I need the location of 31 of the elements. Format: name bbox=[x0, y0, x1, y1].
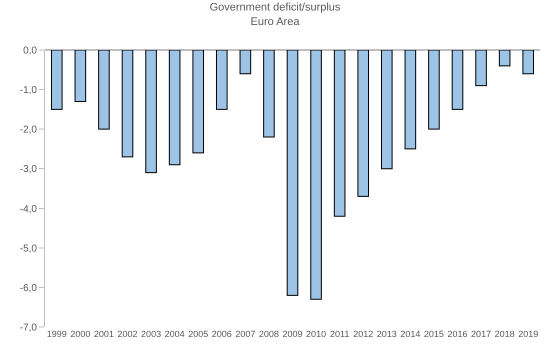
x-tick-label: 2017 bbox=[471, 329, 492, 339]
y-tick-label: -3,0 bbox=[20, 164, 38, 176]
x-tick-label: 2009 bbox=[282, 329, 303, 339]
x-tick-label: 2019 bbox=[518, 329, 538, 339]
x-tick-label: 2008 bbox=[258, 329, 279, 339]
x-tick-label: 2016 bbox=[447, 329, 468, 339]
x-tick-label: 2002 bbox=[117, 329, 138, 339]
chart-subtitle: Euro Area bbox=[250, 16, 300, 28]
x-tick-label: 2007 bbox=[235, 329, 256, 339]
x-tick-label: 2003 bbox=[141, 329, 162, 339]
x-tick-label: 2004 bbox=[164, 329, 185, 339]
x-tick-label: 2001 bbox=[94, 329, 114, 339]
x-tick-label: 2013 bbox=[376, 329, 397, 339]
y-tick-label: -6,0 bbox=[20, 282, 38, 294]
x-tick-label: 2010 bbox=[306, 329, 326, 339]
y-tick-label: -1,0 bbox=[20, 85, 38, 96]
chart-title: Government deficit/surplus bbox=[210, 2, 341, 14]
x-tick-label: 2018 bbox=[494, 329, 515, 339]
y-tick-label: -2,0 bbox=[20, 124, 38, 136]
x-tick-label: 2011 bbox=[330, 329, 350, 339]
x-tick-label: 2015 bbox=[424, 329, 444, 339]
x-tick-label: 2005 bbox=[188, 329, 208, 339]
x-tick-label: 2000 bbox=[70, 329, 90, 339]
x-tick-label: 2006 bbox=[212, 329, 232, 339]
x-tick-label: 2012 bbox=[353, 329, 374, 339]
y-tick-label: -7,0 bbox=[20, 322, 38, 334]
x-tick-label: 1999 bbox=[46, 329, 67, 339]
y-tick-label: -4,0 bbox=[20, 204, 38, 215]
x-tick-label: 2014 bbox=[400, 329, 420, 339]
y-tick-label: -5,0 bbox=[20, 243, 38, 254]
y-tick-label: 0,0 bbox=[23, 46, 38, 56]
